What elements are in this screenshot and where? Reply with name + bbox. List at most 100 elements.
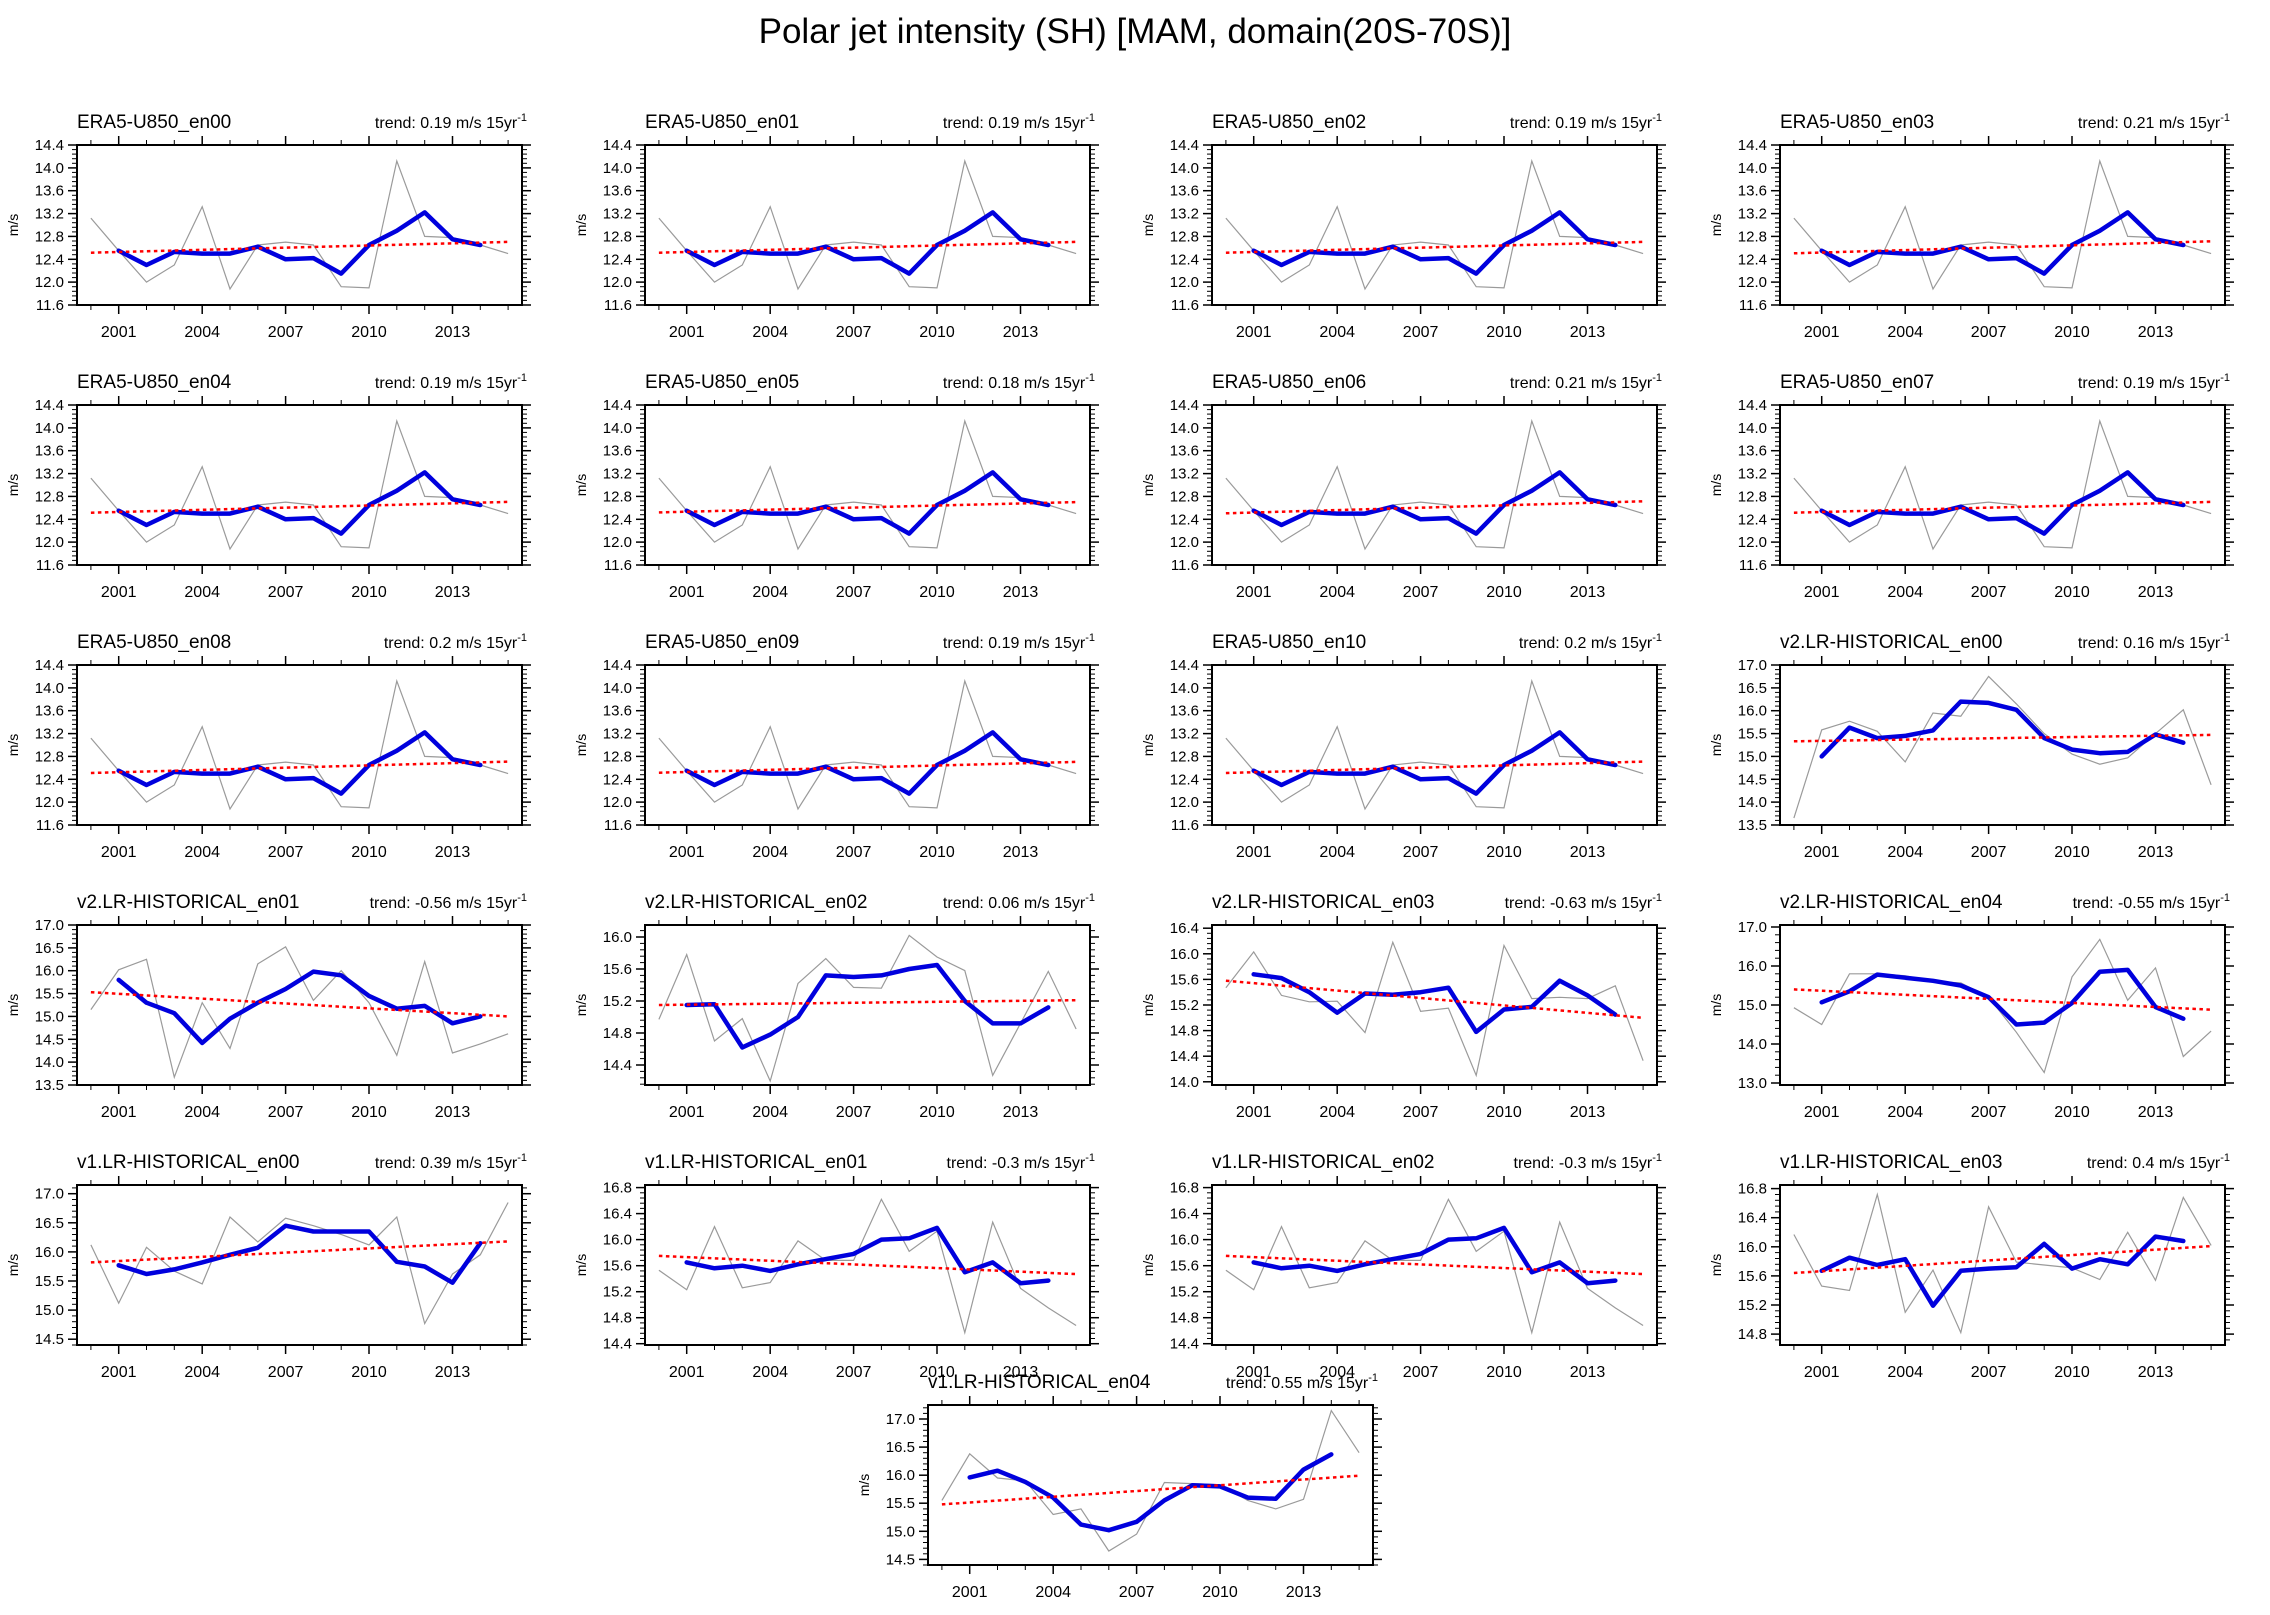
y-tick-label: 12.0 — [35, 274, 64, 291]
y-axis-unit-label: m/s — [1140, 994, 1156, 1017]
plot-box — [644, 404, 1091, 566]
panel-trend-label: trend: 0.19 m/s 15yr-1 — [943, 112, 1095, 132]
plot-box — [927, 1404, 1374, 1566]
chart-panel-v2.LR-HISTORICAL_en00: 13.5 14.0 14.5 15.0 15.5 16.0 16.5 17.0 2001 2004… — [1703, 610, 2270, 870]
panel-title: ERA5-U850_en06 — [1212, 372, 1366, 393]
y-tick-label: 12.8 — [35, 488, 64, 505]
panel-trend-label: trend: -0.55 m/s 15yr-1 — [2073, 892, 2230, 912]
x-tick-label: 2004 — [184, 1104, 220, 1121]
y-tick-label: 12.4 — [35, 511, 64, 528]
panel-title: ERA5-U850_en04 — [77, 372, 232, 393]
y-tick-label: 12.4 — [35, 251, 64, 268]
y-tick-label: 13.0 — [1738, 1075, 1767, 1092]
smoothed-series-line — [1251, 730, 1618, 796]
x-tick-label: 2004 — [1319, 1104, 1355, 1121]
x-tick-label: 2001 — [1804, 584, 1840, 601]
y-tick-label: 12.0 — [603, 794, 632, 811]
y-tick-label: 14.0 — [35, 160, 64, 177]
x-tick-label: 2007 — [1119, 1584, 1155, 1601]
y-tick-label: 14.0 — [603, 680, 632, 697]
panel-trend-label: trend: 0.19 m/s 15yr-1 — [375, 112, 527, 132]
x-tick-label: 2007 — [1971, 1104, 2007, 1121]
panel-svg: 11.6 12.0 12.4 12.8 13.2 13.6 14.0 14.4 2001 2004… — [573, 112, 1099, 341]
y-axis-unit-label: m/s — [1708, 994, 1724, 1017]
panel-svg: 14.5 15.0 15.5 16.0 16.5 17.0 2001 2004 2007 2010… — [5, 1152, 531, 1381]
y-tick-label: 12.4 — [35, 771, 64, 788]
y-tick-label: 13.5 — [35, 1077, 64, 1094]
y-tick-label: 15.5 — [1738, 726, 1767, 743]
smoothed-series-line — [684, 1225, 1051, 1286]
x-tick-label: 2001 — [1236, 1104, 1272, 1121]
panel-title: ERA5-U850_en02 — [1212, 112, 1366, 133]
panel-svg: 11.6 12.0 12.4 12.8 13.2 13.6 14.0 14.4 2001 2004… — [1708, 372, 2234, 601]
plot-box — [76, 664, 523, 826]
y-tick-label: 14.0 — [1170, 160, 1199, 177]
y-tick-label: 16.0 — [603, 1232, 632, 1249]
smoothed-series-line — [116, 1223, 483, 1285]
panel-trend-label: trend: 0.16 m/s 15yr-1 — [2078, 632, 2230, 652]
x-tick-label: 2001 — [1804, 844, 1840, 861]
y-tick-label: 14.4 — [1738, 397, 1767, 414]
x-tick-label: 2013 — [1570, 1364, 1606, 1381]
panel-svg: 11.6 12.0 12.4 12.8 13.2 13.6 14.0 14.4 2001 2004… — [5, 112, 531, 341]
plot-box — [1779, 924, 2226, 1086]
y-tick-label: 16.5 — [1738, 680, 1767, 697]
y-tick-label: 16.5 — [35, 1215, 64, 1232]
smoothed-series-line — [684, 730, 1051, 796]
x-tick-label: 2001 — [669, 584, 705, 601]
smoothed-series-line — [1819, 470, 2186, 536]
y-tick-label: 16.5 — [35, 940, 64, 957]
y-tick-label: 15.2 — [603, 1284, 632, 1301]
x-tick-label: 2010 — [351, 584, 387, 601]
panel-trend-label: trend: 0.06 m/s 15yr-1 — [943, 892, 1095, 912]
panel-svg: 11.6 12.0 12.4 12.8 13.2 13.6 14.0 14.4 2001 2004… — [1140, 372, 1666, 601]
x-tick-label: 2013 — [2138, 584, 2174, 601]
y-tick-label: 15.5 — [35, 1273, 64, 1290]
panel-title: v2.LR-HISTORICAL_en04 — [1780, 892, 2003, 913]
y-tick-label: 13.6 — [1170, 703, 1199, 720]
y-tick-label: 15.6 — [1170, 971, 1199, 988]
y-tick-label: 11.6 — [1171, 557, 1199, 574]
panel-trend-label: trend: 0.19 m/s 15yr-1 — [375, 372, 527, 392]
panel-svg: 14.5 15.0 15.5 16.0 16.5 17.0 2001 2004 2007 2010… — [856, 1372, 1382, 1601]
y-axis-unit-label: m/s — [1140, 734, 1156, 757]
panel-title: v1.LR-HISTORICAL_en04 — [928, 1372, 1151, 1393]
panel-title: v1.LR-HISTORICAL_en03 — [1780, 1152, 2002, 1173]
x-tick-label: 2001 — [669, 324, 705, 341]
x-tick-label: 2001 — [1236, 844, 1272, 861]
y-tick-label: 15.6 — [1738, 1268, 1767, 1285]
plot-box — [1779, 664, 2226, 826]
x-tick-label: 2004 — [1035, 1584, 1071, 1601]
x-tick-label: 2007 — [836, 1104, 872, 1121]
panel-svg: 11.6 12.0 12.4 12.8 13.2 13.6 14.0 14.4 2001 2004… — [5, 372, 531, 601]
chart-panel-v1.LR-HISTORICAL_en04: 14.5 15.0 15.5 16.0 16.5 17.0 2001 2004 2007 2010… — [851, 1350, 1418, 1610]
y-tick-label: 15.5 — [35, 986, 64, 1003]
y-tick-label: 14.0 — [35, 680, 64, 697]
chart-panel-v1.LR-HISTORICAL_en03: 14.8 15.2 15.6 16.0 16.4 16.8 2001 2004 2007 2010… — [1703, 1130, 2270, 1390]
panel-trend-label: trend: 0.39 m/s 15yr-1 — [375, 1152, 527, 1172]
y-tick-label: 16.0 — [1738, 703, 1767, 720]
x-tick-label: 2004 — [184, 584, 220, 601]
y-tick-label: 11.6 — [604, 817, 632, 834]
y-tick-label: 15.6 — [603, 1258, 632, 1275]
panel-title: ERA5-U850_en01 — [645, 112, 799, 133]
y-tick-label: 14.0 — [1738, 160, 1767, 177]
plot-box — [1211, 144, 1658, 306]
panel-title: v2.LR-HISTORICAL_en02 — [645, 892, 867, 913]
y-tick-label: 12.4 — [1738, 251, 1767, 268]
panel-svg: 14.8 15.2 15.6 16.0 16.4 16.8 2001 2004 2007 2010… — [1708, 1152, 2234, 1381]
y-axis-unit-label: m/s — [5, 214, 21, 237]
y-tick-label: 12.4 — [603, 251, 632, 268]
y-tick-label: 16.0 — [35, 1244, 64, 1261]
x-tick-label: 2001 — [669, 844, 705, 861]
y-axis-unit-label: m/s — [1140, 474, 1156, 497]
smoothed-series-line — [1819, 210, 2186, 276]
panel-title: v2.LR-HISTORICAL_en00 — [1780, 632, 2002, 653]
panel-svg: 14.0 14.4 14.8 15.2 15.6 16.0 16.4 2001 2004 2007… — [1140, 892, 1666, 1121]
y-tick-label: 12.8 — [1170, 488, 1199, 505]
panel-svg: 11.6 12.0 12.4 12.8 13.2 13.6 14.0 14.4 2001 2004… — [5, 632, 531, 861]
plot-box — [1779, 404, 2226, 566]
y-axis-unit-label: m/s — [5, 734, 21, 757]
y-tick-label: 13.2 — [1738, 206, 1767, 223]
y-tick-label: 12.0 — [35, 534, 64, 551]
